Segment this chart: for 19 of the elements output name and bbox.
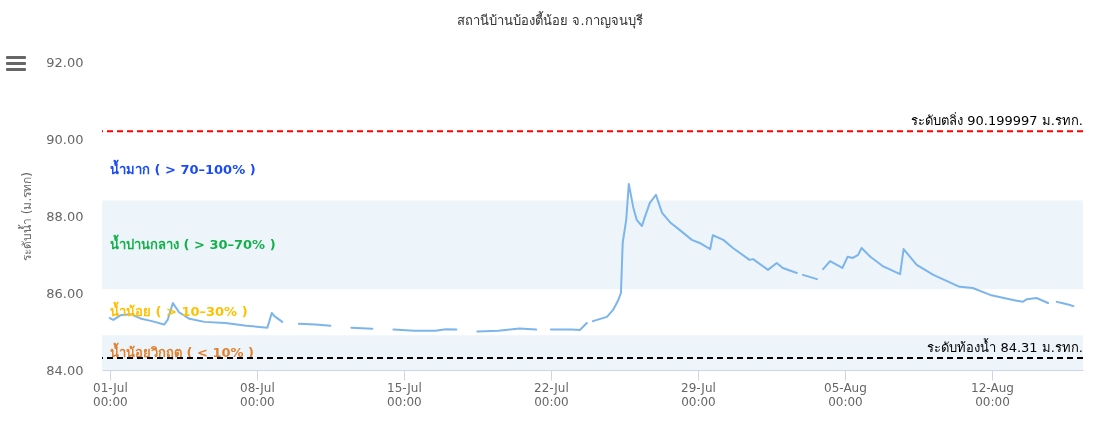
x-tick-label: 05-Aug 00:00 <box>824 380 867 409</box>
x-tick-label: 12-Aug 00:00 <box>971 380 1014 409</box>
x-tick-label: 01-Jul 00:00 <box>93 380 128 409</box>
y-axis-title: ระดับน้ำ (ม.รทก) <box>18 172 35 261</box>
y-tick-label: 84.00 <box>46 362 84 378</box>
x-tick-label: 15-Jul 00:00 <box>387 380 422 409</box>
ref-line-label: ระดับตลิ่ง 90.199997 ม.รทก. <box>911 112 1083 129</box>
band-label: น้ำปานกลาง ( > 30–70% ) <box>110 233 276 252</box>
x-tick-label: 22-Jul 00:00 <box>534 380 569 409</box>
ref-line-label: ระดับท้องน้ำ 84.31 ม.รทก. <box>927 338 1083 356</box>
y-tick-label: 90.00 <box>46 131 84 147</box>
y-tick-label: 86.00 <box>46 285 84 301</box>
x-tick-label: 08-Jul 00:00 <box>240 380 275 409</box>
annotation: น้ำน้อย ( > 10–30% ) <box>110 301 248 320</box>
x-tick-label: 29-Jul 00:00 <box>681 380 716 409</box>
y-tick-label: 88.00 <box>46 208 84 224</box>
y-tick-label: 92.00 <box>46 54 84 70</box>
chart-title: สถานีบ้านบ้องตี้น้อย จ.กาญจนบุรี <box>456 10 644 31</box>
annotation: น้ำมาก ( > 70–100% ) <box>110 159 256 177</box>
